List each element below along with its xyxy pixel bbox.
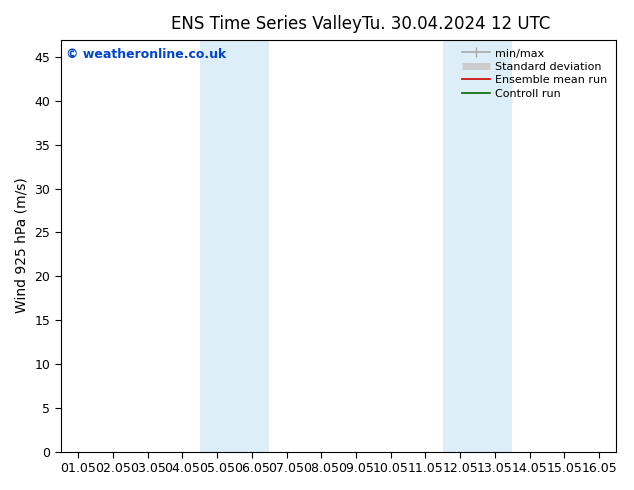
Bar	[443, 40, 512, 452]
Text: ENS Time Series Valley: ENS Time Series Valley	[171, 15, 362, 33]
Text: © weatheronline.co.uk: © weatheronline.co.uk	[67, 48, 226, 61]
Bar	[200, 40, 269, 452]
Text: Tu. 30.04.2024 12 UTC: Tu. 30.04.2024 12 UTC	[362, 15, 551, 33]
Y-axis label: Wind 925 hPa (m/s): Wind 925 hPa (m/s)	[15, 178, 29, 314]
Legend: min/max, Standard deviation, Ensemble mean run, Controll run: min/max, Standard deviation, Ensemble me…	[458, 45, 611, 102]
